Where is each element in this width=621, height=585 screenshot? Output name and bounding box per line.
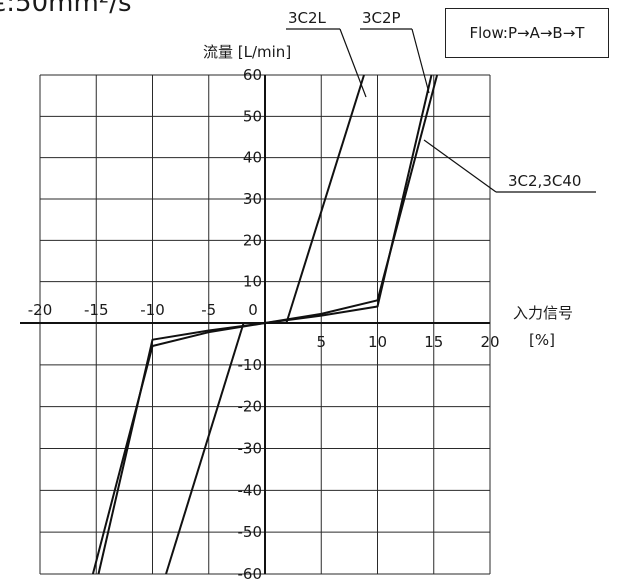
series-label-3c2l-leader [339,28,367,98]
y-tick-label: -30 [238,440,263,458]
series-label-3c2l: 3C2L [288,9,327,27]
header-fragment: є:50mm²/s [0,0,132,18]
series-line-3c2-3c40 [91,74,439,575]
label-layer: 流量 [L/min] 入力信号 [%] 3C2L 3C2P 3C2,3C40 [203,9,596,349]
x-tick-label: 5 [316,333,326,351]
x-axis-unit-label: [%] [529,331,555,349]
tick-label-layer: -20 -15 -10 -5 05 10 15 20605040302010-10-20-30… [28,66,500,583]
y-tick-label: -50 [238,523,263,541]
y-tick-label: -20 [238,398,263,416]
x-tick-label: -5 [201,301,216,319]
x-tick-label: 20 [480,333,499,351]
axis-layer [20,75,490,574]
series-label-3c2p-leader [411,28,430,94]
y-tick-label: -10 [238,356,263,374]
y-tick-label: 10 [243,273,262,291]
x-tick-label: -15 [84,301,109,319]
y-axis-label: 流量 [L/min] [203,43,291,61]
y-tick-label: 20 [243,231,262,249]
series-label-3c2p: 3C2P [362,9,401,27]
flow-note-box: Flow:P→A→B→T [445,8,609,58]
series-label-3c2-3c40: 3C2,3C40 [508,172,581,190]
x-tick-label: 0 [248,301,258,319]
series-line-3c2l [285,74,365,324]
x-tick-label: -20 [28,301,53,319]
x-axis-label: 入力信号 [513,304,573,322]
series-line-3c2l [165,322,245,575]
y-tick-label: 40 [243,149,262,167]
y-tick-label: -40 [238,481,263,499]
y-tick-label: 50 [243,107,262,125]
y-tick-label: -60 [238,565,263,583]
y-tick-label: 30 [243,190,262,208]
x-tick-label: 10 [368,333,387,351]
x-tick-label: 15 [424,333,443,351]
curve-layer [91,74,439,575]
x-tick-label: -10 [140,301,165,319]
grid-layer [39,74,491,575]
y-tick-label: 60 [243,66,262,84]
series-label-3c2-3c40-leader [423,139,497,193]
